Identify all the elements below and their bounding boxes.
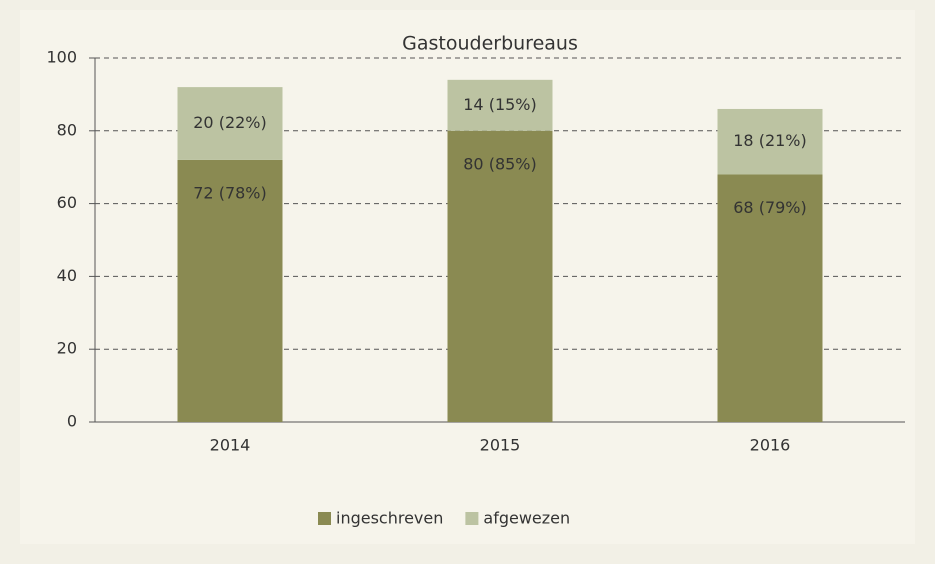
bar-segment bbox=[177, 87, 283, 160]
y-tick-label: 100 bbox=[46, 48, 77, 67]
bar-segment bbox=[717, 174, 823, 422]
bar-segment bbox=[447, 79, 553, 131]
y-tick-label: 40 bbox=[57, 266, 77, 285]
data-label: 72 (78%) bbox=[193, 183, 267, 202]
legend-label: afgewezen bbox=[483, 509, 570, 528]
data-label: 80 (85%) bbox=[463, 154, 537, 173]
y-tick-label: 0 bbox=[67, 412, 77, 431]
y-tick-label: 60 bbox=[57, 193, 77, 212]
chart-title: Gastouderbureaus bbox=[402, 33, 578, 55]
x-tick-label: 2014 bbox=[210, 436, 251, 455]
data-label: 68 (79%) bbox=[733, 198, 807, 217]
legend-swatch bbox=[465, 512, 479, 525]
data-label: 18 (21%) bbox=[733, 131, 807, 150]
data-label: 20 (22%) bbox=[193, 113, 267, 132]
data-label: 14 (15%) bbox=[463, 95, 537, 114]
legend-label: ingeschreven bbox=[336, 509, 443, 528]
bar-segment bbox=[447, 130, 553, 423]
bar-segment bbox=[717, 108, 823, 175]
x-tick-label: 2015 bbox=[480, 436, 521, 455]
x-tick-label: 2016 bbox=[750, 436, 791, 455]
y-tick-label: 80 bbox=[57, 120, 77, 139]
y-tick-label: 20 bbox=[57, 339, 77, 358]
bar-segment bbox=[177, 159, 283, 423]
legend-swatch bbox=[318, 512, 331, 525]
